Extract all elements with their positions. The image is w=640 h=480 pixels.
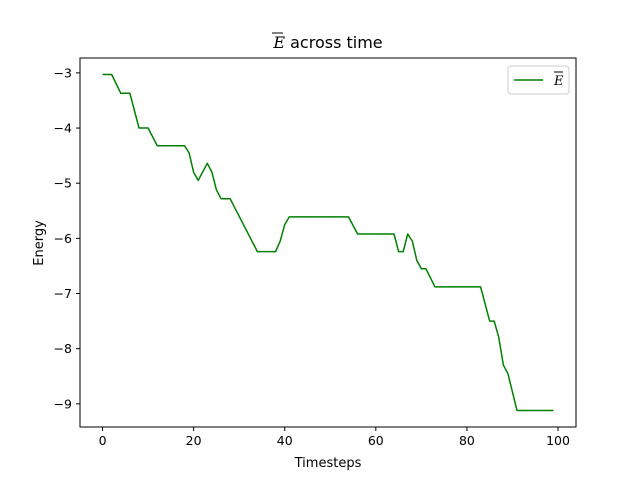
y-tick-label: −8 [54, 341, 72, 356]
y-tick-label: −9 [54, 396, 72, 411]
series-line-e [102, 73, 554, 412]
legend: E [507, 65, 570, 95]
chart-title-overline: E [272, 33, 285, 52]
x-tick-label: 60 [368, 433, 384, 448]
y-tick-label: −6 [54, 231, 72, 246]
plot-area [79, 57, 577, 428]
x-axis-ticks: 0 20 40 60 80 100 [99, 427, 570, 448]
x-tick-label: 80 [459, 433, 475, 448]
x-tick-label: 20 [186, 433, 202, 448]
y-axis-ticks: −3 −4 −5 −6 −7 −8 −9 [54, 65, 80, 411]
x-axis-label: Timesteps [294, 456, 362, 471]
y-tick-label: −4 [54, 121, 72, 136]
x-tick-label: 0 [99, 433, 107, 448]
x-tick-label: 100 [546, 433, 570, 448]
y-axis-label: Energy [32, 220, 47, 266]
y-tick-label: −5 [54, 176, 72, 191]
x-tick-label: 40 [277, 433, 293, 448]
chart-title: E across time [272, 33, 382, 52]
chart-title-rest: across time [285, 33, 383, 52]
legend-label: E [553, 74, 564, 89]
y-tick-label: −7 [54, 286, 72, 301]
y-tick-label: −3 [54, 65, 72, 80]
